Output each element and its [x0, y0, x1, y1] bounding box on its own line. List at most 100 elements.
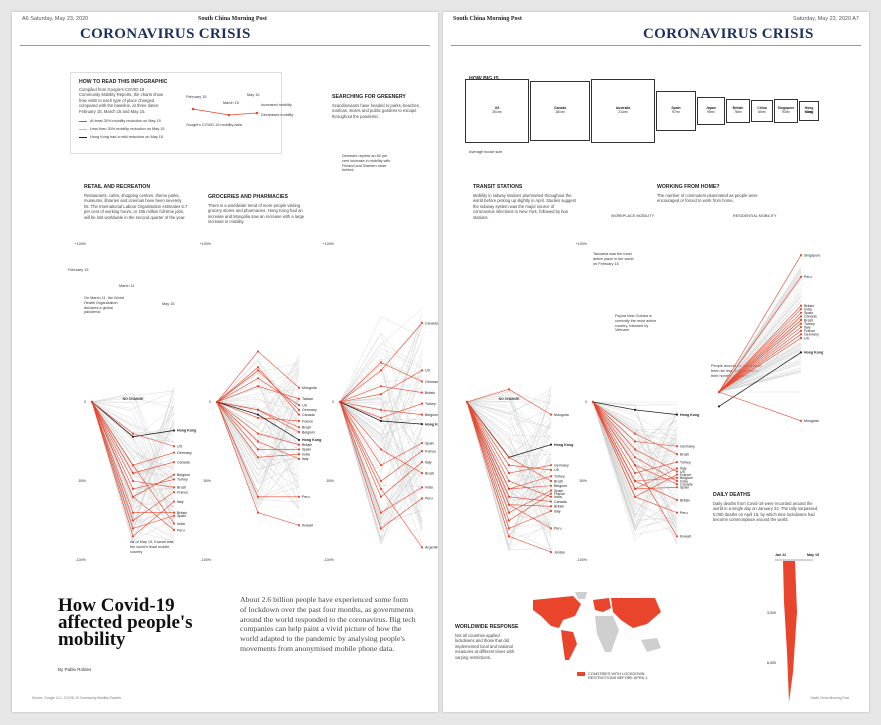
background-series-line — [718, 295, 802, 393]
background-series-line — [339, 387, 423, 406]
annotation-feb: February 15 — [68, 268, 89, 272]
series-point — [633, 495, 637, 498]
background-series-line — [91, 401, 175, 525]
home-size-country: China — [757, 106, 767, 110]
background-series-line — [216, 401, 300, 484]
series-point — [465, 400, 469, 404]
background-series-line — [592, 401, 678, 533]
series-point — [633, 456, 637, 459]
example-label-source: Google's COVID-19 mobility data — [186, 123, 242, 127]
map-africa — [595, 616, 619, 652]
background-series-line — [339, 338, 423, 436]
header-rule — [451, 45, 861, 46]
home-size-country: US — [494, 106, 500, 110]
background-series-line — [339, 312, 423, 463]
home-size-country: Spain — [671, 106, 681, 110]
page-folio: A6 Saturday, May 23, 2020 — [22, 16, 89, 22]
section-body-retail: Restaurants, cafes, shopping centres, th… — [84, 193, 188, 220]
series-point — [675, 445, 679, 448]
series-point — [297, 430, 301, 434]
series-point — [172, 451, 176, 454]
series-point — [256, 456, 260, 459]
deaths-tick: 6,000 — [767, 661, 776, 665]
background-series-line — [339, 401, 423, 545]
headline: How Covid-19 affected people's mobility — [58, 595, 193, 650]
series-point — [256, 350, 260, 353]
axis-tick-label: -100% — [201, 558, 212, 562]
example-label-up: Increased mobility — [261, 103, 292, 107]
background-series-line — [91, 401, 175, 522]
background-series-line — [718, 358, 802, 393]
background-series-line — [339, 401, 423, 510]
home-size-box: Australia 214m² — [591, 79, 655, 143]
series-point — [90, 400, 94, 404]
background-series-line — [91, 401, 175, 494]
background-series-line — [592, 401, 678, 494]
background-series-line — [91, 401, 175, 507]
background-series-line — [339, 401, 423, 524]
home-size-value: 181m² — [555, 110, 565, 114]
series-point — [379, 487, 383, 490]
background-series-line — [592, 401, 678, 506]
background-series-line — [466, 394, 552, 552]
series-point — [799, 318, 803, 322]
example-label-may: May 15 — [247, 93, 260, 97]
background-series-line — [339, 350, 423, 403]
background-series-line — [466, 401, 552, 546]
background-series-line — [466, 401, 552, 496]
series-label: Canada — [680, 482, 693, 486]
world-map — [533, 592, 661, 660]
series-point — [633, 448, 637, 451]
background-series-line — [216, 401, 300, 505]
series-label: Britain — [177, 511, 187, 515]
series-point — [131, 511, 135, 514]
series-point — [215, 400, 219, 404]
series-label: Canada — [554, 500, 567, 504]
series-point — [675, 470, 679, 473]
series-point — [256, 408, 260, 411]
series-label: Turkey — [804, 322, 815, 326]
series-label: Brazil — [804, 318, 813, 322]
map-europe — [593, 598, 611, 612]
series-line-france — [91, 401, 175, 521]
series-point — [297, 404, 301, 407]
background-series-line — [466, 401, 552, 551]
map-australia — [641, 638, 661, 652]
home-size-value: 201m² — [492, 110, 502, 114]
background-series-line — [592, 401, 678, 526]
background-series-line — [216, 401, 300, 470]
series-label: Britain — [425, 391, 435, 395]
series-line-france — [718, 330, 802, 393]
axis-tick-label: +100% — [576, 242, 588, 246]
series-point — [420, 486, 424, 489]
background-series-line — [592, 401, 678, 528]
axis-tick-label: 0 — [585, 400, 587, 404]
series-point — [799, 311, 803, 314]
home-size-box: Singapore 93m² — [774, 99, 798, 123]
background-series-line — [91, 401, 175, 479]
series-point — [633, 479, 637, 483]
home-size-box: Canada 181m² — [530, 81, 590, 141]
background-series-line — [339, 339, 423, 438]
background-series-line — [91, 401, 175, 460]
series-point — [549, 509, 553, 513]
background-series-line — [466, 397, 552, 515]
series-point — [549, 475, 553, 478]
map-legend-swatch — [577, 672, 585, 676]
example-label-down: Decreased mobility — [261, 113, 294, 117]
series-point — [549, 500, 553, 503]
background-series-line — [339, 378, 423, 443]
background-series-line — [91, 401, 175, 503]
series-point — [507, 519, 511, 522]
background-series-line — [91, 401, 175, 509]
background-series-line — [592, 401, 678, 442]
series-line-hong-kong — [718, 352, 802, 407]
series-point — [172, 429, 176, 432]
map-greenland — [575, 592, 587, 599]
series-label: Germany — [425, 380, 438, 384]
series-point — [549, 464, 553, 467]
series-point — [549, 443, 553, 446]
map-asia — [611, 598, 661, 628]
background-series-line — [339, 401, 423, 544]
background-series-line — [592, 401, 678, 487]
